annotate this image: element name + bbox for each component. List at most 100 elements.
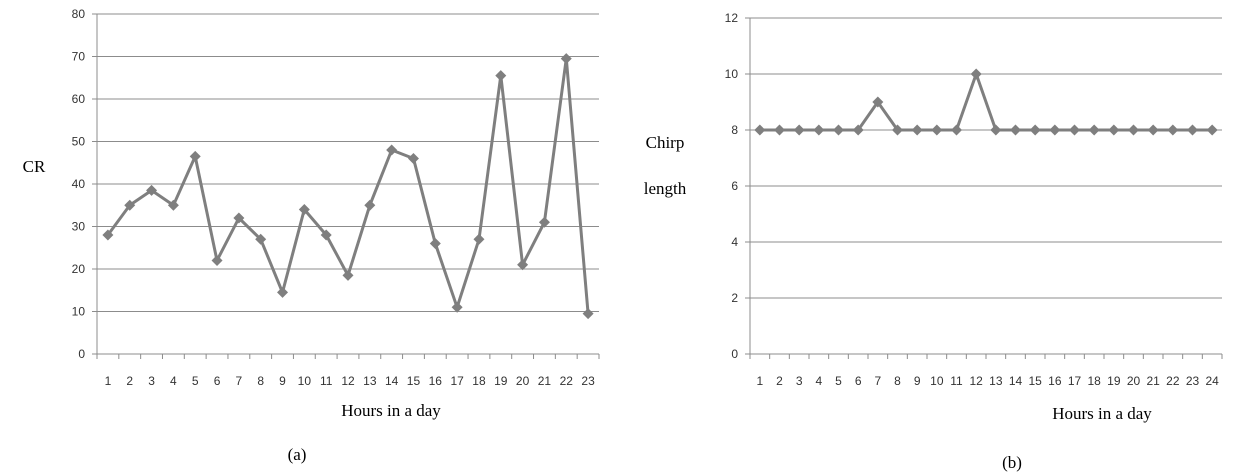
y-tick-label: 80 bbox=[72, 7, 86, 21]
data-point bbox=[167, 199, 179, 211]
x-tick-label: 15 bbox=[407, 374, 421, 388]
y-tick-label: 0 bbox=[78, 347, 85, 361]
y-tick-label: 60 bbox=[72, 92, 86, 106]
x-tick-label: 21 bbox=[538, 374, 552, 388]
data-point bbox=[951, 124, 962, 136]
data-point bbox=[970, 68, 982, 80]
x-tick-label: 6 bbox=[214, 374, 221, 388]
y-axis-label: CR bbox=[23, 157, 46, 176]
x-tick-label: 10 bbox=[930, 374, 944, 388]
x-tick-label: 20 bbox=[516, 374, 530, 388]
data-point bbox=[1010, 124, 1021, 136]
data-point bbox=[1108, 124, 1120, 136]
data-point bbox=[451, 301, 463, 313]
y-tick-label: 50 bbox=[72, 135, 86, 149]
y-tick-label: 6 bbox=[731, 179, 738, 193]
data-point bbox=[495, 70, 507, 82]
data-point bbox=[1088, 124, 1100, 136]
x-tick-label: 14 bbox=[1009, 374, 1023, 388]
y-tick-label: 8 bbox=[731, 123, 738, 137]
data-point bbox=[872, 96, 884, 108]
data-point bbox=[931, 124, 943, 136]
y-tick-label: 20 bbox=[72, 262, 86, 276]
x-tick-label: 16 bbox=[1048, 374, 1062, 388]
x-tick-label: 18 bbox=[472, 374, 486, 388]
y-tick-label: 12 bbox=[725, 11, 739, 25]
data-point bbox=[146, 184, 158, 196]
data-point bbox=[189, 150, 201, 162]
x-tick-label: 20 bbox=[1127, 374, 1141, 388]
series-line bbox=[759, 72, 1213, 132]
data-point bbox=[1147, 124, 1159, 136]
data-point bbox=[124, 199, 136, 211]
data-point bbox=[1128, 124, 1139, 136]
x-tick-label: 3 bbox=[796, 374, 803, 388]
x-tick-label: 2 bbox=[126, 374, 133, 388]
x-tick-label: 22 bbox=[1166, 374, 1180, 388]
data-point bbox=[233, 212, 245, 224]
y-tick-label: 0 bbox=[731, 347, 738, 361]
y-tick-label: 70 bbox=[72, 50, 86, 64]
data-point bbox=[473, 233, 485, 245]
x-tick-label: 14 bbox=[385, 374, 399, 388]
x-tick-label: 12 bbox=[969, 374, 983, 388]
x-tick-label: 23 bbox=[1186, 374, 1200, 388]
x-tick-label: 15 bbox=[1028, 374, 1042, 388]
x-tick-label: 3 bbox=[148, 374, 155, 388]
x-tick-label: 17 bbox=[1068, 374, 1082, 388]
data-point bbox=[538, 216, 550, 228]
data-point bbox=[386, 144, 398, 156]
data-point bbox=[813, 124, 825, 136]
data-point bbox=[754, 124, 766, 136]
data-point bbox=[407, 153, 419, 164]
y-tick-label: 2 bbox=[731, 291, 738, 305]
x-tick-label: 19 bbox=[1107, 374, 1121, 388]
data-point bbox=[582, 308, 594, 320]
data-point bbox=[1206, 124, 1218, 136]
y-tick-label: 40 bbox=[72, 177, 86, 191]
x-tick-label: 10 bbox=[298, 374, 312, 388]
data-point bbox=[774, 124, 785, 136]
data-point bbox=[1029, 124, 1041, 136]
data-point bbox=[560, 53, 572, 65]
data-point bbox=[911, 124, 923, 136]
x-tick-label: 19 bbox=[494, 374, 508, 388]
y-tick-label: 10 bbox=[72, 305, 86, 319]
x-tick-label: 21 bbox=[1146, 374, 1160, 388]
x-tick-label: 22 bbox=[560, 374, 574, 388]
data-point bbox=[1049, 124, 1061, 136]
x-tick-label: 4 bbox=[815, 374, 822, 388]
x-tick-label: 13 bbox=[363, 374, 377, 388]
x-tick-label: 11 bbox=[320, 374, 333, 388]
data-point bbox=[852, 124, 864, 136]
y-axis-label: length bbox=[644, 179, 687, 198]
x-tick-label: 23 bbox=[581, 374, 595, 388]
data-point bbox=[102, 229, 114, 241]
chart-caption: (a) bbox=[288, 445, 307, 464]
data-point bbox=[298, 204, 310, 215]
data-point bbox=[793, 124, 805, 136]
x-tick-label: 16 bbox=[429, 374, 443, 388]
data-point bbox=[255, 233, 267, 245]
x-tick-label: 9 bbox=[279, 374, 286, 388]
y-tick-label: 30 bbox=[72, 220, 86, 234]
x-tick-label: 17 bbox=[450, 374, 464, 388]
x-tick-label: 13 bbox=[989, 374, 1003, 388]
x-tick-label: 1 bbox=[756, 374, 763, 388]
x-tick-label: 5 bbox=[835, 374, 842, 388]
data-point bbox=[833, 124, 844, 136]
x-tick-label: 7 bbox=[874, 374, 881, 388]
x-tick-label: 12 bbox=[341, 374, 355, 388]
data-point bbox=[211, 255, 223, 266]
x-tick-label: 24 bbox=[1205, 374, 1219, 388]
data-point bbox=[1167, 124, 1179, 136]
x-axis-label: Hours in a day bbox=[1052, 404, 1152, 423]
y-tick-label: 10 bbox=[725, 67, 739, 81]
x-tick-label: 7 bbox=[236, 374, 243, 388]
x-tick-label: 1 bbox=[105, 374, 112, 388]
x-tick-label: 8 bbox=[257, 374, 264, 388]
x-tick-label: 18 bbox=[1087, 374, 1101, 388]
